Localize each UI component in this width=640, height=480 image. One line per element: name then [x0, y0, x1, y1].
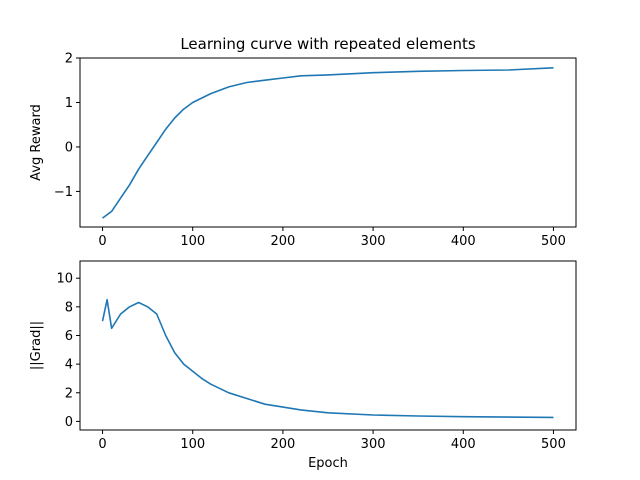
- y-tick-label: 0: [65, 140, 73, 155]
- series-line: [102, 67, 554, 219]
- y-tick-label: 6: [65, 329, 73, 344]
- x-axis-label: Epoch: [308, 456, 348, 471]
- top-panel: 0 100 200 300 400 500 −1 0 1 2 Avg Reward: [29, 52, 577, 249]
- y-tick-label: 4: [65, 358, 73, 373]
- x-tick-label: 500: [541, 234, 566, 249]
- y-tick-label: 10: [56, 272, 73, 287]
- x-tick-label: 200: [270, 234, 295, 249]
- x-tick-label: 300: [361, 437, 386, 452]
- y-axis-label: ||Grad||: [29, 321, 44, 370]
- x-tick-label: 100: [180, 437, 205, 452]
- x-tick-label: 400: [451, 234, 476, 249]
- y-tick-label: 2: [65, 386, 73, 401]
- y-tick-label: −1: [54, 185, 73, 200]
- chart-title: Learning curve with repeated elements: [180, 35, 476, 53]
- x-tick-label: 500: [541, 437, 566, 452]
- x-tick-label: 400: [451, 437, 476, 452]
- x-tick-label: 0: [98, 437, 106, 452]
- y-tick-label: 8: [65, 300, 73, 315]
- y-tick-label: 0: [65, 415, 73, 430]
- y-axis-label: Avg Reward: [29, 104, 44, 181]
- y-tick-label: 2: [65, 52, 73, 67]
- series-line: [101, 298, 554, 419]
- y-tick-label: 1: [65, 96, 73, 111]
- x-tick-label: 100: [180, 234, 205, 249]
- bottom-panel: 0 100 200 300 400 500 0 2 4 6 8 10 ||Grad|| Epoch: [29, 260, 577, 471]
- x-tick-label: 300: [361, 234, 386, 249]
- axes-frame: [79, 260, 577, 431]
- axes-frame: [79, 57, 577, 228]
- x-tick-label: 0: [98, 234, 106, 249]
- x-tick-label: 200: [270, 437, 295, 452]
